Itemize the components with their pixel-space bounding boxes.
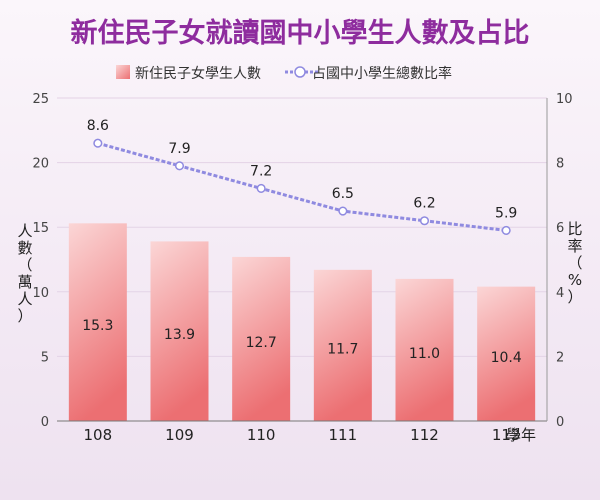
x-tick-label: 110 <box>247 426 276 444</box>
x-tick-label: 109 <box>165 426 194 444</box>
line-value-label: 8.6 <box>87 118 109 134</box>
legend-line-label: 占國中小學生總數比率 <box>312 65 452 82</box>
y-axis-right-ticks: 0 2 4 6 8 10 <box>556 92 573 430</box>
y-right-tick-label: 8 <box>556 157 564 172</box>
x-axis-unit: 學年 <box>506 426 536 444</box>
bar-value-label: 10.4 <box>491 350 522 366</box>
line-series: 8.6 7.9 7.2 6.5 6.2 5.9 <box>87 118 517 235</box>
y-axis-right-title: 比率（%） <box>567 220 582 306</box>
y-left-tick-label: 25 <box>32 92 49 107</box>
chart-title: 新住民子女就讀國中小學生人數及占比 <box>71 17 530 49</box>
y-left-tick-label: 20 <box>32 157 49 172</box>
x-tick-label: 112 <box>410 426 439 444</box>
y-right-tick-label: 6 <box>556 221 564 236</box>
y-right-tick-label: 10 <box>556 92 573 107</box>
gridlines <box>57 97 547 357</box>
line-point <box>501 225 511 235</box>
bar <box>477 286 536 421</box>
bar <box>313 269 372 421</box>
line-point <box>256 183 266 193</box>
y-axis-left-title: 人數（萬人） <box>17 222 32 325</box>
x-tick-label: 108 <box>84 426 113 444</box>
legend-bar-label: 新住民子女學生人數 <box>135 65 261 82</box>
line-value-label: 6.2 <box>413 196 435 212</box>
line-value-label: 7.2 <box>250 163 272 179</box>
y-left-tick-label: 5 <box>41 350 49 365</box>
bar-value-labels: 15.3 13.9 12.7 11.7 11.0 10.4 <box>82 318 522 366</box>
y-left-tick-label: 0 <box>41 415 49 430</box>
line-value-label: 7.9 <box>168 141 190 157</box>
legend: 新住民子女學生人數 占國中小學生總數比率 <box>116 65 452 82</box>
line-point <box>174 161 185 171</box>
line-point <box>93 138 103 148</box>
line-value-label: 5.9 <box>495 205 517 221</box>
bar <box>68 223 127 421</box>
y-right-tick-label: 0 <box>556 415 564 430</box>
y-right-tick-label: 2 <box>556 350 564 365</box>
line-point <box>419 216 430 226</box>
bar-value-label: 12.7 <box>246 335 277 351</box>
line-point <box>338 206 348 216</box>
bar-value-label: 11.0 <box>409 346 440 362</box>
line-path <box>97 141 507 232</box>
bar <box>395 278 454 421</box>
bar-value-label: 13.9 <box>164 327 195 343</box>
y-left-tick-label: 15 <box>32 221 49 236</box>
bar <box>150 241 209 421</box>
x-axis-ticks: 108 109 110 111 112 113 <box>84 426 521 444</box>
bar-value-label: 11.7 <box>327 341 358 357</box>
x-tick-label: 113 <box>492 426 521 444</box>
y-left-tick-label: 10 <box>32 286 49 301</box>
y-axis-left-ticks: 0 5 10 15 20 25 <box>32 92 49 430</box>
legend-bar-swatch <box>116 65 130 79</box>
bar-series <box>68 223 536 421</box>
legend-line-marker <box>294 66 306 78</box>
x-tick-label: 111 <box>329 426 358 444</box>
line-value-label: 6.5 <box>332 186 354 202</box>
bar <box>232 256 291 421</box>
y-right-tick-label: 4 <box>556 286 564 301</box>
bar-value-label: 15.3 <box>82 318 113 334</box>
